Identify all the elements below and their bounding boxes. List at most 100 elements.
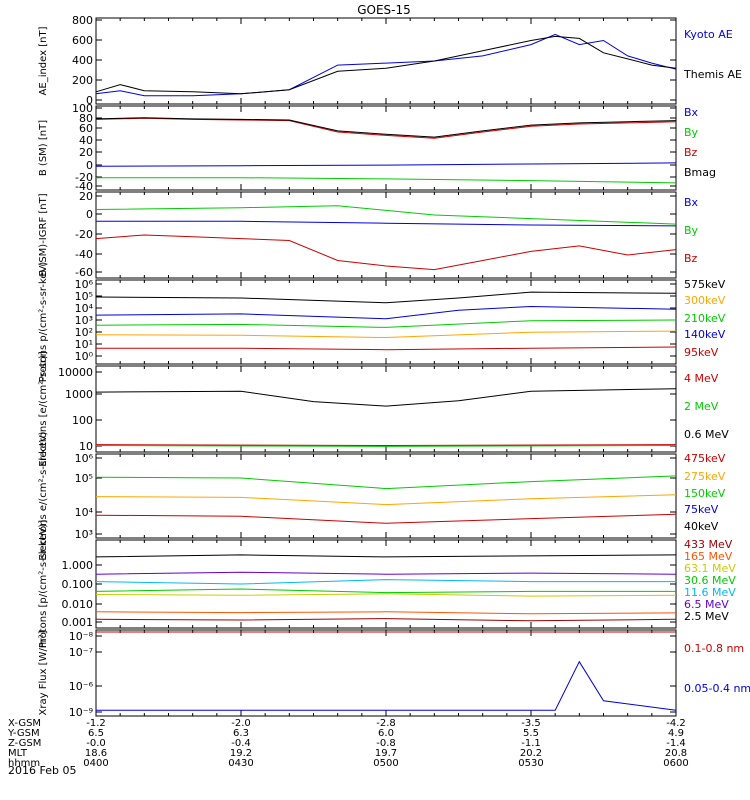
series-line <box>95 162 677 167</box>
panel-6: 10⁶ 10⁵ 10⁴ 10³ Electrons e/(cm²-s-sr-keV) 47… <box>38 431 726 560</box>
footer-row: MLT 18.6 19.2 19.7 20.2 20.8 <box>8 748 687 759</box>
panel-frame <box>95 191 677 279</box>
footer-value: 20.8 <box>665 748 687 759</box>
y-axis-label: B (SM) [nT] <box>38 120 49 176</box>
series-line <box>95 291 677 304</box>
legend-label: By <box>684 224 699 237</box>
legend-label: 2 MeV <box>684 400 719 413</box>
y-axis-label: AE_index [nT] <box>38 26 49 95</box>
legend-label: 275keV <box>684 470 726 483</box>
y-tick-label: 10³ <box>75 528 93 541</box>
footer-value: 0530 <box>518 758 543 769</box>
legend-label: 63.1 MeV <box>684 562 736 575</box>
y-tick-label: -40 <box>75 180 93 193</box>
footer-value: -0.8 <box>376 738 396 749</box>
footer-value: 20.2 <box>520 748 542 759</box>
footer-value: 0600 <box>663 758 688 769</box>
panel-8: 10⁻⁸ 10⁻⁷ 10⁻⁶ 10⁻⁹ Xray Flux [W/m²] 0.1-0.8 … <box>38 629 750 719</box>
legend-label: 6.5 MeV <box>684 598 729 611</box>
footer-value: 6.0 <box>378 728 394 739</box>
legend-label: Themis AE <box>683 68 742 81</box>
footer-value: -2.0 <box>231 718 251 729</box>
series-line <box>95 319 677 328</box>
y-axis-label: Electrons [e/(cm²-s-sr)] <box>38 351 49 467</box>
legend-label: 30.6 MeV <box>684 574 736 587</box>
series-line <box>95 388 677 407</box>
y-axis-label: B (SM)-IGRF [nT] <box>38 193 49 276</box>
footer-value: -4.2 <box>666 718 686 729</box>
y-tick-label: -60 <box>75 266 93 279</box>
legend-label: Bz <box>684 146 698 159</box>
series-line <box>96 346 677 351</box>
series-line <box>95 618 677 622</box>
panel-5: 10000 1000 100 10 Electrons [e/(cm²-s-sr)] 4 … <box>38 351 729 467</box>
footer-row-label: hhmm <box>8 758 40 769</box>
legend-label: 4 MeV <box>684 372 719 385</box>
y-tick-label: 20 <box>79 146 93 159</box>
y-tick-label: 0 <box>86 94 93 107</box>
legend-label: Bmag <box>684 166 716 179</box>
y-tick-label: 10⁴ <box>75 302 94 315</box>
series-line <box>96 220 677 227</box>
legend-label: 150keV <box>684 487 726 500</box>
y-tick-label: 800 <box>72 14 93 27</box>
footer-value: 18.6 <box>85 748 107 759</box>
series-line <box>95 35 677 95</box>
y-tick-label: 10² <box>75 326 93 339</box>
series-line <box>96 660 677 711</box>
legend-label: 40keV <box>684 520 719 533</box>
footer-value: 0430 <box>228 758 253 769</box>
series-line <box>95 593 677 597</box>
y-tick-label: 10000 <box>58 366 93 379</box>
panel-frame <box>95 629 677 717</box>
y-tick-label: 10⁴ <box>75 506 94 519</box>
footer-value: -0.0 <box>86 738 106 749</box>
y-tick-label: 0.100 <box>62 578 94 591</box>
legend-label: 210keV <box>684 312 726 325</box>
y-tick-label: 40 <box>79 134 93 147</box>
series-line <box>95 513 677 524</box>
y-tick-label: 80 <box>79 112 93 125</box>
y-tick-label: 1000 <box>65 388 93 401</box>
y-tick-label: 10⁻⁷ <box>69 646 93 659</box>
legend-label: By <box>684 126 699 139</box>
footer-value: 19.7 <box>375 748 397 759</box>
legend-label: 0.1-0.8 nm <box>684 642 744 655</box>
panel-1: 800 600 400 200 0 AE_index [nT] Kyoto AE Themis… <box>38 14 742 107</box>
series-line <box>95 205 677 225</box>
date-label: 2016 Feb 05 <box>8 764 76 777</box>
legend-label: Bx <box>684 196 699 209</box>
legend-label: Bx <box>684 106 699 119</box>
legend-label: 75keV <box>684 503 719 516</box>
legend-label: 475keV <box>684 452 726 465</box>
footer-value: -2.8 <box>376 718 396 729</box>
footer-value: 0500 <box>373 758 398 769</box>
footer-value: 6.5 <box>88 728 104 739</box>
y-tick-label: 400 <box>72 54 93 67</box>
y-axis-label: Electrons e/(cm²-s-sr-keV) <box>38 431 49 560</box>
panel-frame <box>95 453 677 539</box>
y-tick-label: 1.000 <box>62 559 94 572</box>
y-tick-label: 600 <box>72 34 93 47</box>
y-axis-label: Xray Flux [W/m²] <box>38 630 49 715</box>
footer-row-label: X-GSM <box>8 718 41 729</box>
series-line <box>95 444 677 447</box>
series-line <box>96 177 677 184</box>
y-tick-label: 0 <box>86 159 93 172</box>
y-tick-label: 10⁻⁹ <box>69 706 93 719</box>
legend-label: 300keV <box>684 294 726 307</box>
footer-row-label: Y-GSM <box>7 728 40 739</box>
legend-label: 0.6 MeV <box>684 428 729 441</box>
footer-row: hhmm 0400 0430 0500 0530 0600 <box>8 758 689 769</box>
y-axis-label: Protons p/(cm²-s-sr-keV) <box>38 262 49 383</box>
legend-label: 0.05-0.4 nm <box>684 682 750 695</box>
panel-7: 1.000 0.100 0.010 0.001 Protons [p/(cm²-s-sr… <box>38 520 736 648</box>
legend-label: 11.6 MeV <box>684 586 736 599</box>
footer-value: 5.5 <box>523 728 539 739</box>
panel-frame <box>95 539 677 629</box>
y-tick-label: 10⁻⁸ <box>69 630 94 643</box>
y-tick-label: 20 <box>79 190 93 203</box>
y-tick-label: -20 <box>75 171 93 184</box>
